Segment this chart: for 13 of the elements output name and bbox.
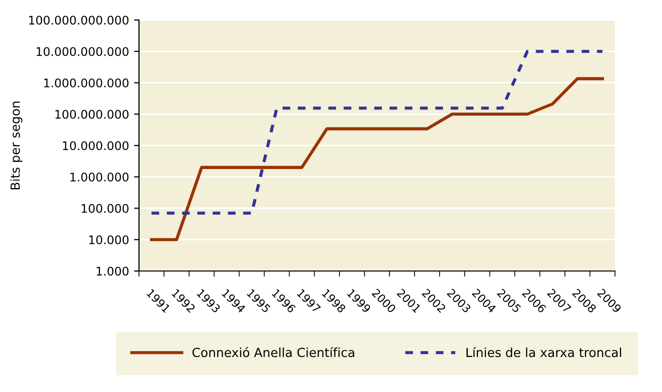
y-tick-label: 1.000.000 [70, 172, 128, 182]
y-tick-label: 1.000.000.000 [44, 78, 128, 88]
y-tick-label: 100.000 [82, 204, 128, 213]
legend-label: Línies de la xarxa troncal [466, 346, 622, 358]
y-axis-title: Bits per segon [10, 102, 22, 190]
y-tick-label: 10.000.000 [62, 141, 128, 150]
y-tick-label: 100.000.000 [55, 110, 128, 119]
y-tick-label: 10.000.000.000 [36, 47, 128, 56]
legend-label: Connexió Anella Científica [192, 346, 354, 358]
line-series [150, 77, 604, 242]
y-tick-label: 10.000 [89, 235, 128, 244]
y-tick-label: 1.000 [96, 266, 128, 276]
y-tick-label: 100.000.000.000 [29, 16, 128, 25]
